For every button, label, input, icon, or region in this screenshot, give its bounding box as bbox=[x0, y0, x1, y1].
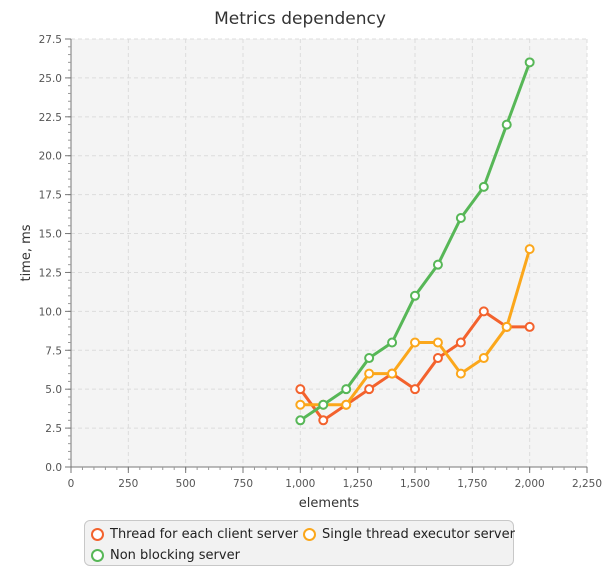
y-tick-label: 20.0 bbox=[39, 151, 62, 163]
y-tick-label: 17.5 bbox=[39, 190, 62, 202]
legend-item-thread-per-client: Thread for each client server bbox=[91, 527, 298, 542]
data-point bbox=[455, 337, 466, 348]
x-tick-label: 1,500 bbox=[400, 478, 430, 490]
series-3 bbox=[295, 57, 535, 426]
x-tick-label: 1,000 bbox=[285, 478, 315, 490]
data-point bbox=[341, 399, 352, 410]
legend-label: Thread for each client server bbox=[110, 527, 299, 542]
y-tick-label: 25.0 bbox=[39, 73, 62, 85]
data-point bbox=[524, 244, 535, 255]
plot-background bbox=[71, 39, 587, 467]
x-axis-label: elements bbox=[299, 496, 360, 511]
y-tick-label: 15.0 bbox=[39, 229, 62, 241]
data-point bbox=[524, 321, 535, 332]
legend-marker-circle-icon bbox=[303, 528, 316, 541]
legend-marker-circle-icon bbox=[91, 528, 104, 541]
y-tick-label: 5.0 bbox=[45, 384, 62, 396]
data-point bbox=[432, 259, 443, 270]
data-point bbox=[295, 415, 306, 426]
data-point bbox=[478, 306, 489, 317]
y-tick-label: 12.5 bbox=[39, 267, 62, 279]
legend-item-non-blocking: Non blocking server bbox=[91, 548, 240, 563]
data-point bbox=[341, 384, 352, 395]
data-point bbox=[501, 321, 512, 332]
legend: Thread for each client server Single thr… bbox=[84, 520, 515, 566]
legend-item-single-thread-executor: Single thread executor server bbox=[303, 527, 515, 542]
x-tick-label: 750 bbox=[233, 478, 253, 490]
data-point bbox=[318, 399, 329, 410]
series-layer bbox=[295, 57, 535, 426]
data-point bbox=[410, 290, 420, 301]
legend-label: Non blocking server bbox=[110, 548, 240, 563]
data-point bbox=[432, 337, 443, 348]
y-tick-label: 10.0 bbox=[39, 306, 62, 318]
x-tick-label: 0 bbox=[68, 478, 75, 490]
data-point bbox=[455, 212, 466, 223]
x-tick-label: 250 bbox=[118, 478, 138, 490]
x-tick-label: 2,250 bbox=[572, 478, 602, 490]
grid-lines bbox=[71, 38, 588, 467]
x-tick-label: 500 bbox=[176, 478, 196, 490]
data-point bbox=[478, 181, 489, 192]
data-point bbox=[410, 337, 420, 348]
legend-label: Single thread executor server bbox=[322, 527, 515, 542]
y-tick-label: 7.5 bbox=[45, 345, 62, 357]
y-tick-label: 27.5 bbox=[39, 34, 62, 46]
data-point bbox=[364, 384, 375, 395]
legend-marker-circle-icon bbox=[91, 549, 104, 562]
data-point bbox=[432, 353, 443, 364]
y-tick-label: 0.0 bbox=[45, 462, 62, 474]
data-point bbox=[295, 399, 306, 410]
data-point bbox=[295, 384, 306, 395]
data-point bbox=[364, 368, 375, 379]
data-point bbox=[478, 353, 489, 364]
y-tick-label: 2.5 bbox=[45, 423, 62, 435]
x-tick-label: 1,250 bbox=[343, 478, 373, 490]
data-point bbox=[318, 415, 329, 426]
data-point bbox=[410, 384, 420, 395]
data-point bbox=[455, 368, 466, 379]
axes: 0 250 500 750 1,000 1,250 1,500 1,750 2,000 2,250… bbox=[39, 34, 602, 490]
y-tick-label: 22.5 bbox=[39, 112, 62, 124]
chart-title: Metrics dependency bbox=[214, 9, 386, 29]
data-point bbox=[501, 119, 512, 130]
y-axis-label: time, ms bbox=[19, 224, 34, 281]
data-point bbox=[364, 353, 375, 364]
data-point bbox=[387, 337, 398, 348]
series-2 bbox=[295, 244, 535, 410]
data-point bbox=[524, 57, 535, 68]
x-tick-label: 1,750 bbox=[457, 478, 487, 490]
x-tick-label: 2,000 bbox=[515, 478, 545, 490]
data-point bbox=[387, 368, 398, 379]
